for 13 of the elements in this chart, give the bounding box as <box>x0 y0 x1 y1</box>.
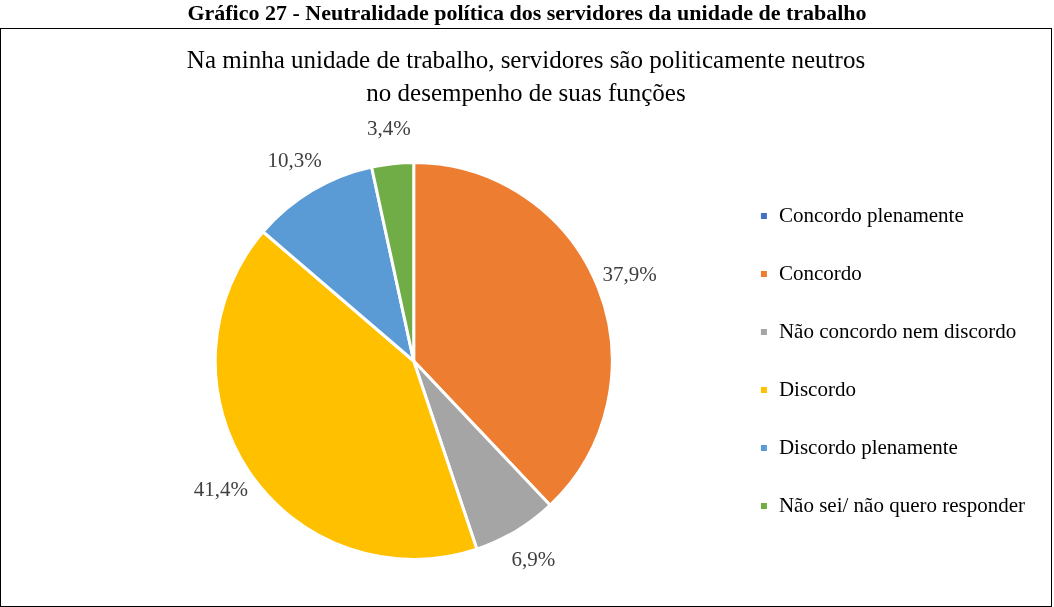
legend-label: Não concordo nem discordo <box>778 318 1017 343</box>
legend-label: Concordo <box>778 260 862 285</box>
legend-label: Discordo plenamente <box>778 434 958 459</box>
data-label: 37,9% <box>602 261 657 286</box>
chart-subtitle: Na minha unidade de trabalho, servidores são politicamente neutros no desempenho de suas funções <box>185 45 867 108</box>
legend-label: Discordo <box>778 376 856 401</box>
data-label: 3,4% <box>367 116 411 141</box>
data-label: 41,4% <box>193 477 248 502</box>
legend-label: Não sei/ não quero responder <box>778 492 1026 517</box>
legend-label: Concordo plenamente <box>778 202 964 227</box>
data-label: 6,9% <box>511 546 556 571</box>
chart-title: Gráfico 27 - Neutralidade política dos servidores da unidade de trabalho <box>186 0 868 26</box>
data-label: 10,3% <box>267 147 322 172</box>
